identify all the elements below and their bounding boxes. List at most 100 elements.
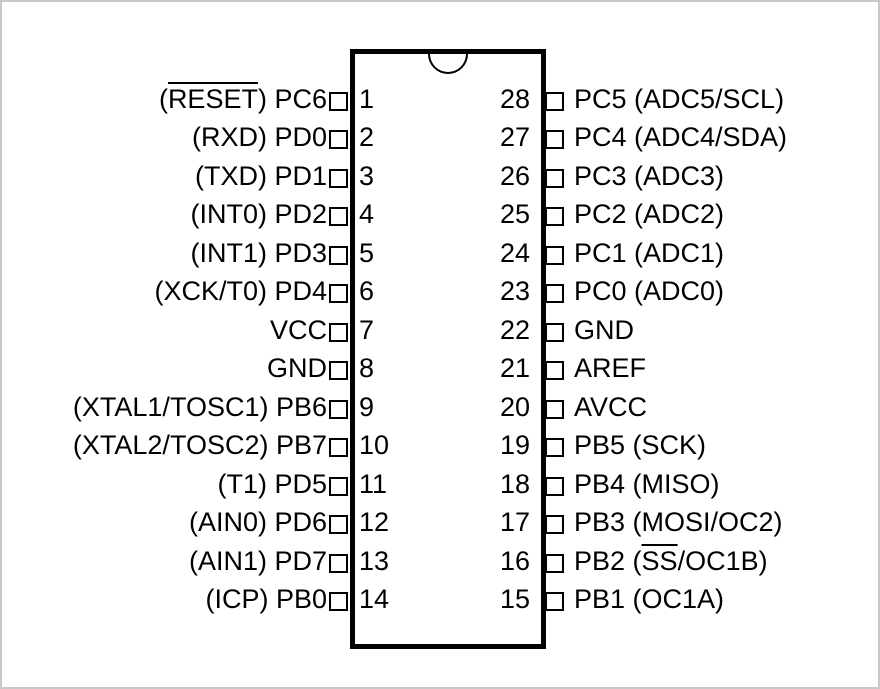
- pin-label-text: (AIN1) PD7: [188, 545, 327, 576]
- pin-square: [329, 476, 348, 496]
- pin-square: [329, 245, 348, 265]
- pin-number: 24: [499, 237, 530, 268]
- pin-number: 25: [499, 199, 530, 229]
- pin-label: (RESET) PC6: [2, 84, 327, 114]
- pin-number: 12: [359, 507, 390, 537]
- pin-number: 7: [359, 314, 375, 345]
- pin-row-left-6: VCC 7: [2, 314, 878, 345]
- pin-square: [545, 245, 564, 265]
- pin-label: (RXD) PD0: [2, 122, 327, 152]
- pin-label-overline-text: RESET: [167, 83, 258, 114]
- pin-label: AREF: [574, 353, 646, 383]
- pin-number: 28: [499, 83, 530, 114]
- pin-label: (AIN0) PD6: [2, 507, 327, 537]
- pin-label-text: (RXD) PD0: [191, 122, 327, 152]
- pin-row-right-10: PB4 (MISO) 18: [2, 469, 878, 499]
- pin-number: 11: [359, 468, 388, 499]
- pin-label-text: PB5 (SCK): [574, 430, 707, 460]
- pin-label: (TXD) PD1: [2, 161, 327, 191]
- pin-number: 1: [359, 83, 375, 114]
- pin-row-right-13: PB1 (OC1A) 15: [2, 584, 878, 614]
- pin-label-text: PC5 (ADC5/SCL): [574, 83, 785, 114]
- pin-row-right-11: PB3 (MOSI/OC2) 17: [2, 507, 878, 537]
- pin-square: [545, 168, 564, 188]
- pin-label-text: PC4 (ADC4/SDA): [574, 122, 788, 152]
- pin-label-overline-text: SS: [641, 545, 678, 576]
- pin-label: PB3 (MOSI/OC2): [574, 507, 783, 537]
- pin-square: [545, 399, 564, 419]
- pin-square: [545, 476, 564, 496]
- pin-square: [329, 130, 348, 149]
- pin-number: 5: [359, 237, 375, 268]
- pin-row-left-5: (XCK/T0) PD4 6: [2, 276, 878, 306]
- pin-square: [545, 438, 564, 457]
- pin-label-text: (: [158, 83, 168, 114]
- pin-label-text: (XTAL2/TOSC2) PB7: [72, 430, 327, 460]
- pin-number: 19: [499, 430, 530, 460]
- pin-label: PC4 (ADC4/SDA): [574, 122, 787, 152]
- pin-number: 22: [499, 314, 530, 345]
- pin-number: 14: [359, 584, 390, 614]
- pin-row-right-2: PC3 (ADC3) 26: [2, 160, 878, 191]
- pin-label-text: PB1 (OC1A): [574, 584, 725, 614]
- pin-label: PC3 (ADC3): [574, 161, 724, 191]
- pin-row-left-11: (AIN0) PD6 12: [2, 507, 878, 537]
- pin-label: PB1 (OC1A): [574, 584, 724, 614]
- pin-row-right-9: PB5 (SCK) 19: [2, 430, 878, 460]
- pin-label-text: PC2 (ADC2): [574, 199, 725, 229]
- pin-row-left-12: (AIN1) PD7 13: [2, 546, 878, 576]
- pin-label-text: (TXD) PD1: [194, 160, 327, 191]
- pin-label-text: PB4 (MISO): [574, 468, 720, 499]
- pin-label: (INT0) PD2: [2, 199, 327, 229]
- pin-label-text: PC1 (ADC1): [574, 237, 725, 268]
- pin-label-text: (AIN0) PD6: [188, 507, 327, 537]
- pin-row-left-1: (RXD) PD0 2: [2, 122, 878, 152]
- pin-number: 9: [359, 391, 375, 422]
- pin-number: 16: [499, 545, 530, 576]
- pin-square: [329, 361, 348, 380]
- pin-square: [545, 91, 564, 111]
- pin-label-text: (INT0) PD2: [190, 199, 327, 229]
- pin-row-left-10: (T1) PD5 11: [2, 468, 878, 499]
- pin-label: PC2 (ADC2): [574, 199, 724, 229]
- pin-label: PB5 (SCK): [574, 430, 706, 460]
- pin-row-right-5: PC0 (ADC0) 23: [2, 276, 878, 306]
- pin-row-right-3: PC2 (ADC2) 25: [2, 199, 878, 229]
- pin-number: 15: [499, 584, 530, 614]
- pin-label: (XTAL1/TOSC1) PB6: [2, 392, 327, 422]
- chip-body: [350, 49, 546, 649]
- pin-label: PC5 (ADC5/SCL): [574, 84, 784, 114]
- pin-label-text: ) PC6: [257, 83, 327, 114]
- pin-label-text: (XTAL1/TOSC1) PB6: [72, 391, 327, 422]
- pin-label: PB4 (MISO): [574, 469, 720, 499]
- pin-row-left-2: (TXD) PD1 3: [2, 160, 878, 191]
- pin-number: 20: [499, 391, 530, 422]
- pin-label-text: GND: [267, 353, 327, 383]
- pin-label-text: (XCK/T0) PD4: [154, 276, 327, 306]
- pin-square: [329, 284, 348, 303]
- pin-number: 8: [359, 353, 375, 383]
- pin-square: [545, 322, 564, 342]
- pin-number: 3: [359, 160, 375, 191]
- pin-label: (AIN1) PD7: [2, 546, 327, 576]
- pin-label-text: PB3 (MOSI/OC2): [574, 507, 783, 537]
- pin-label: (INT1) PD3: [2, 238, 327, 268]
- pin-row-right-8: AVCC 20: [2, 391, 878, 422]
- pin-square: [329, 592, 348, 611]
- pin-row-right-1: PC4 (ADC4/SDA) 27: [2, 122, 878, 152]
- pin-number: 27: [499, 122, 530, 152]
- pin-row-left-13: (ICP) PB0 14: [2, 584, 878, 614]
- pin-row-left-4: (INT1) PD3 5: [2, 237, 878, 268]
- pin-number: 26: [499, 160, 530, 191]
- pin-square: [329, 168, 348, 188]
- pin-square: [545, 592, 564, 611]
- pin-label-text: AVCC: [574, 391, 648, 422]
- pin-label-text: AREF: [574, 353, 647, 383]
- pin-number: 10: [359, 430, 390, 460]
- pin-label-text: (ICP) PB0: [205, 584, 327, 614]
- pin-label: (ICP) PB0: [2, 584, 327, 614]
- pin-label-text: (INT1) PD3: [190, 237, 327, 268]
- pin-label-text: PC3 (ADC3): [574, 160, 725, 191]
- pin-square: [329, 91, 348, 111]
